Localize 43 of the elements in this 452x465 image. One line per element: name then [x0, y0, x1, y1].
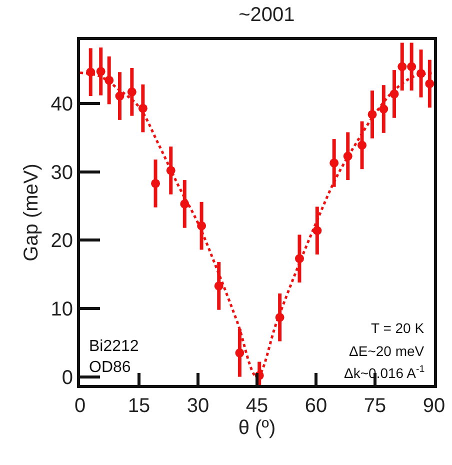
x-tick-label: 90	[422, 395, 446, 417]
point	[379, 104, 388, 114]
point	[390, 89, 399, 98]
chart-title: ~2001	[238, 4, 295, 26]
x-tick-label: 30	[186, 395, 210, 417]
point	[151, 178, 160, 188]
point	[166, 166, 176, 175]
point	[104, 76, 114, 85]
point	[127, 87, 136, 96]
annotation: Bi2212 OD86	[89, 338, 139, 376]
point	[235, 348, 244, 358]
y-tick-label: 20	[50, 230, 73, 252]
point	[294, 254, 304, 264]
y-axis-title: Gap (meV)	[20, 164, 42, 262]
point	[214, 281, 224, 290]
point	[343, 152, 352, 161]
x-tick-label: 45	[246, 395, 268, 417]
annotation: T = 20 K	[371, 320, 425, 336]
x-axis-title: θ (º)	[238, 417, 276, 439]
point	[86, 68, 96, 77]
x-tick-label: 75	[364, 395, 386, 417]
point	[115, 92, 124, 101]
x-tick-label: 15	[128, 395, 150, 417]
y-tick-label: 30	[50, 162, 73, 184]
point	[368, 110, 377, 119]
point	[180, 199, 190, 208]
annotation: ΔE~20 meV	[349, 343, 425, 359]
point	[425, 79, 434, 88]
point	[96, 66, 106, 76]
point	[330, 158, 339, 168]
point	[138, 104, 148, 113]
y-tick-label: 40	[50, 94, 73, 116]
annotation: Δk~0.016 A$^{-1}$	[344, 364, 425, 381]
y-tick-label: 10	[50, 298, 73, 320]
y-tick-label: 0	[62, 366, 73, 389]
point	[197, 221, 206, 230]
point	[275, 312, 284, 322]
point	[398, 62, 407, 72]
point	[312, 226, 322, 236]
x-tick-label: 60	[304, 395, 328, 417]
point	[407, 62, 416, 72]
point	[358, 140, 367, 150]
point	[416, 68, 426, 78]
